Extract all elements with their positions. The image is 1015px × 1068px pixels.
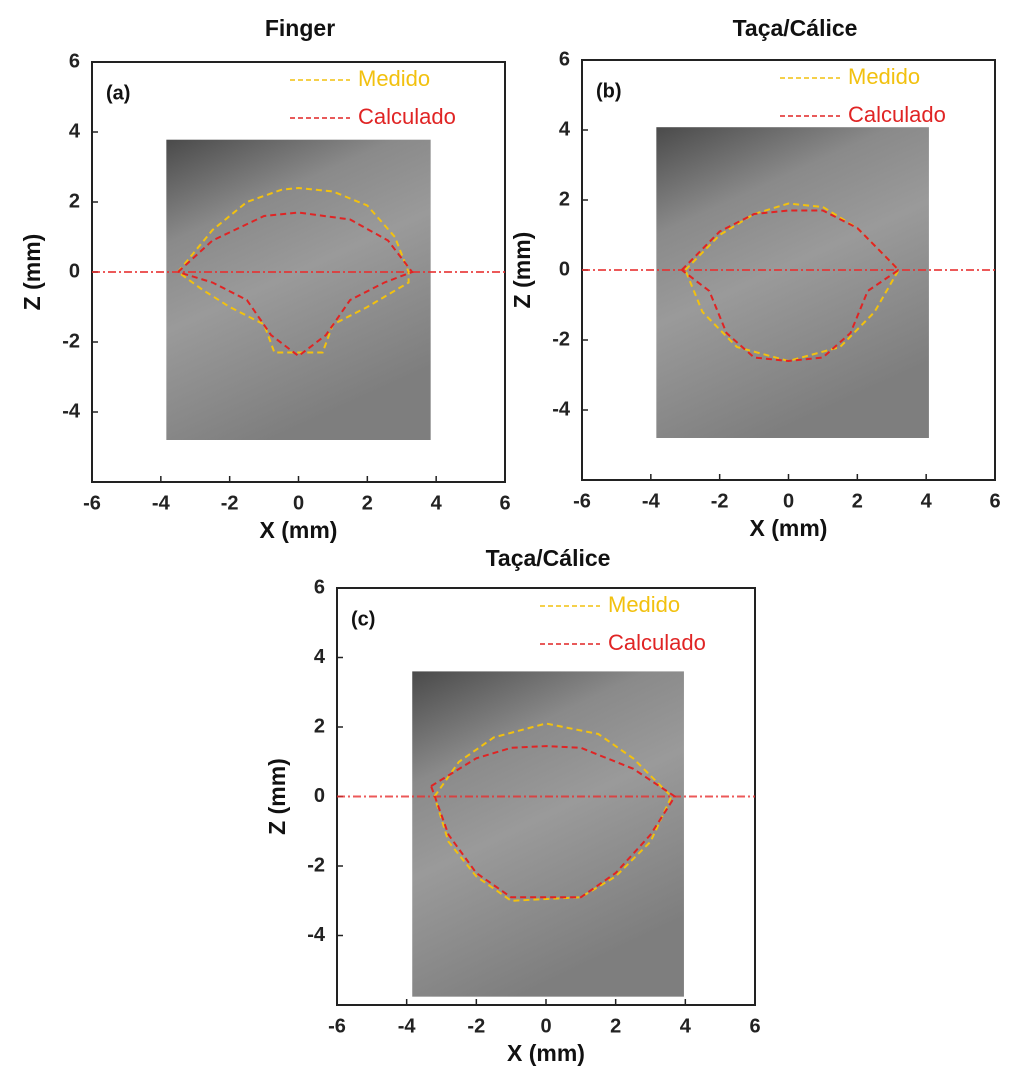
panel: Taça/Cálice (c) X (mm) Z (mm) -6 -4 -2 0 2 4 6 -4 -2…: [264, 545, 760, 1066]
panel: Taça/Cálice (b) X (mm) Z (mm) -6 -4 -2 0 2 4 6 -4 -2…: [509, 15, 1000, 541]
legend-label: Medido: [608, 592, 680, 617]
y-tick-label: 0: [559, 258, 570, 280]
panel-label: (b): [596, 80, 622, 102]
x-tick-label: 4: [680, 1015, 692, 1037]
x-tick-label: 0: [540, 1015, 551, 1037]
x-tick-label: -4: [152, 492, 171, 514]
x-axis-label: X (mm): [750, 515, 828, 541]
y-tick-label: 0: [69, 260, 80, 282]
contour: [177, 186, 410, 354]
y-tick-label: -2: [552, 328, 570, 350]
x-tick-label: -4: [642, 490, 661, 512]
x-tick-label: -6: [573, 490, 591, 512]
legend-label: Medido: [358, 66, 430, 91]
chart-title: Finger: [265, 15, 335, 41]
y-tick-label: 2: [314, 715, 325, 737]
y-tick-label: 6: [69, 50, 80, 72]
x-axis-label: X (mm): [507, 1040, 585, 1066]
x-tick-label: 6: [989, 490, 1000, 512]
y-tick-label: 2: [69, 190, 80, 212]
contour: [684, 202, 900, 363]
y-tick-label: -4: [62, 400, 81, 422]
x-axis-label: X (mm): [260, 517, 338, 543]
y-tick-label: 4: [69, 120, 81, 142]
x-tick-label: -4: [398, 1015, 417, 1037]
y-tick-label: 6: [559, 48, 570, 70]
x-tick-label: 0: [293, 492, 304, 514]
x-tick-label: -6: [328, 1015, 346, 1037]
x-tick-label: -2: [711, 490, 729, 512]
y-tick-label: -2: [307, 854, 325, 876]
chart-title: Taça/Cálice: [486, 545, 611, 571]
y-tick-label: -2: [62, 330, 80, 352]
x-tick-label: 2: [610, 1015, 621, 1037]
contour: [430, 745, 677, 899]
contour: [177, 211, 414, 358]
y-axis-label: Z (mm): [19, 234, 45, 311]
legend-label: Calculado: [848, 102, 946, 127]
y-tick-label: 4: [559, 118, 571, 140]
chart-title: Taça/Cálice: [733, 15, 858, 41]
panel-label: (a): [106, 82, 130, 104]
x-tick-label: 2: [362, 492, 373, 514]
x-tick-label: 4: [921, 490, 933, 512]
y-axis-label: Z (mm): [264, 758, 290, 835]
y-tick-label: -4: [552, 398, 571, 420]
x-tick-label: 6: [499, 492, 510, 514]
x-tick-label: 6: [749, 1015, 760, 1037]
micrograph: [656, 127, 929, 438]
micrograph: [412, 671, 684, 997]
x-tick-label: -6: [83, 492, 101, 514]
y-tick-label: 6: [314, 576, 325, 598]
legend-label: Calculado: [608, 630, 706, 655]
x-tick-label: 2: [852, 490, 863, 512]
y-tick-label: 0: [314, 785, 325, 807]
y-axis-label: Z (mm): [509, 232, 535, 309]
legend-label: Medido: [848, 64, 920, 89]
x-tick-label: 4: [431, 492, 443, 514]
panel: Finger (a) X (mm) Z (mm) -6 -4 -2 0 2 4 6 -4 -2 0 2 4 6 M…: [19, 15, 510, 543]
y-tick-label: 2: [559, 188, 570, 210]
y-tick-label: 4: [314, 646, 326, 668]
x-tick-label: -2: [467, 1015, 485, 1037]
x-tick-label: -2: [221, 492, 239, 514]
legend-label: Calculado: [358, 104, 456, 129]
x-tick-label: 0: [783, 490, 794, 512]
y-tick-label: -4: [307, 924, 326, 946]
panel-label: (c): [351, 608, 375, 630]
micrograph: [166, 139, 431, 440]
